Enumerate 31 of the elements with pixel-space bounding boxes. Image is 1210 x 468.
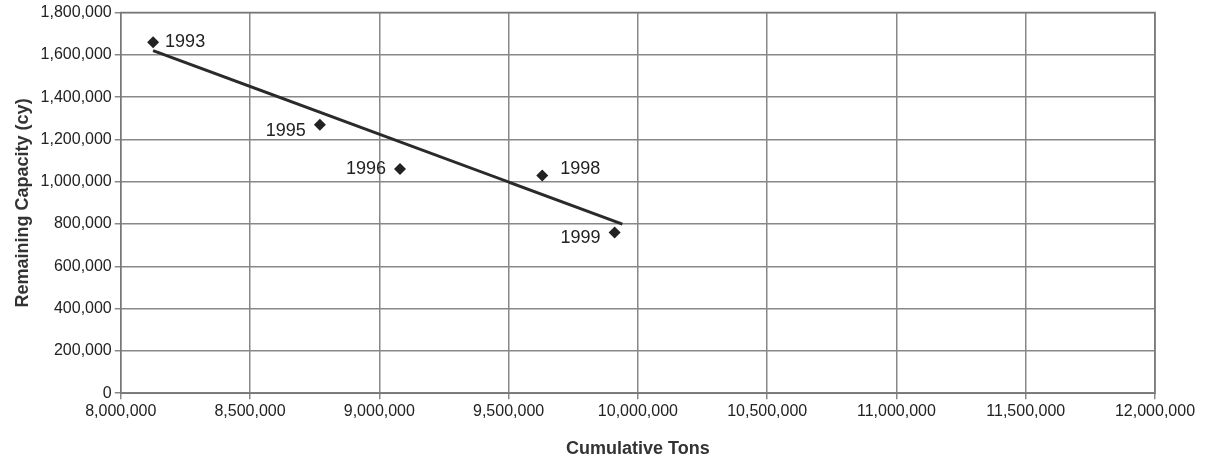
y-tick-label: 1,800,000 bbox=[40, 3, 112, 21]
point bbox=[313, 118, 326, 131]
point bbox=[394, 163, 407, 176]
annotation: 1993 bbox=[165, 31, 206, 52]
x-axis-title: Cumulative Tons bbox=[566, 438, 710, 459]
y-tick-label: 0 bbox=[102, 383, 112, 401]
y-tick-label: 800,000 bbox=[53, 214, 112, 232]
point bbox=[536, 169, 549, 182]
y-tick-label: 1,600,000 bbox=[40, 45, 112, 63]
y-tick-label: 600,000 bbox=[53, 256, 112, 274]
x-tick-label: 10,000,000 bbox=[597, 402, 679, 420]
y-tick-label: 1,400,000 bbox=[40, 87, 112, 105]
x-tick-label: 11,500,000 bbox=[986, 402, 1066, 420]
annotation: 1996 bbox=[345, 158, 387, 179]
y-tick-label: 400,000 bbox=[53, 299, 112, 317]
x-tick-label: 11,000,000 bbox=[857, 402, 936, 420]
annotation: 1999 bbox=[560, 227, 601, 248]
x-tick-label: 8,500,000 bbox=[214, 402, 286, 420]
point bbox=[608, 226, 621, 239]
annotation: 1998 bbox=[560, 158, 601, 179]
point bbox=[147, 36, 160, 49]
annotation: 1995 bbox=[265, 119, 306, 140]
y-tick-label: 1,200,000 bbox=[40, 129, 112, 147]
x-tick-label: 12,000,000 bbox=[1114, 402, 1196, 420]
x-tick-label: 9,000,000 bbox=[343, 402, 416, 420]
y-tick-label: 200,000 bbox=[53, 341, 112, 359]
y-tick-label: 1,000,000 bbox=[40, 172, 112, 190]
x-tick-label: 8,000,000 bbox=[85, 402, 157, 420]
x-tick-label: 10,500,000 bbox=[727, 402, 808, 420]
y-axis-title: Remaining Capacity (cy) bbox=[11, 98, 32, 308]
x-tick-label: 9,500,000 bbox=[473, 402, 545, 420]
